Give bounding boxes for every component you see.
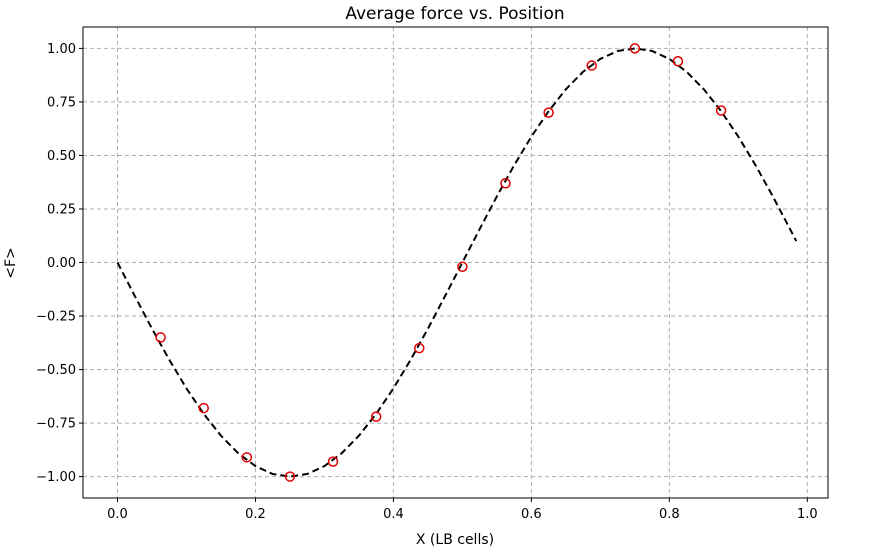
data-point-marker (543, 107, 554, 118)
x-tick-label: 0.2 (245, 507, 266, 522)
y-tick-label: 1.00 (47, 42, 76, 57)
data-point-marker (241, 452, 253, 463)
data-point-marker (327, 456, 339, 467)
data-series (116, 43, 798, 482)
x-tick-label: 0.6 (521, 507, 542, 522)
y-tick-label: −1.00 (36, 470, 76, 485)
y-tick-label: 0.25 (47, 202, 76, 217)
plot-frame (82, 26, 829, 499)
x-tick-label: 0.4 (383, 507, 404, 522)
data-point-marker (500, 178, 511, 189)
data-point-marker (672, 56, 684, 67)
x-axis-label: X (LB cells) (416, 532, 494, 548)
x-tick-label: 0.8 (659, 507, 680, 522)
y-tick-label: 0.00 (47, 256, 76, 271)
data-point-marker (370, 411, 382, 422)
axis-ticks: 0.0 0.2 0.4 0.6 0.8 1.0 −1.00 −0.75 −0.50 −0.25 0.… (36, 42, 817, 522)
data-point-marker (715, 105, 727, 116)
y-tick-label: 0.75 (47, 95, 76, 110)
x-tick-label: 1.0 (797, 507, 818, 522)
x-tick-label: 0.0 (107, 507, 128, 522)
data-point-marker (586, 60, 597, 71)
data-point-marker (284, 471, 296, 482)
chart-title: Average force vs. Position (345, 4, 564, 24)
y-tick-label: −0.75 (36, 417, 76, 432)
y-axis-label: <F> (3, 247, 19, 279)
data-point-marker (198, 402, 209, 414)
y-tick-label: 0.50 (47, 149, 76, 164)
y-tick-label: −0.25 (36, 310, 76, 325)
grid-lines (83, 27, 828, 498)
data-point-marker (629, 43, 641, 54)
data-point-marker (457, 261, 468, 273)
y-tick-label: −0.50 (36, 363, 76, 378)
data-point-marker (414, 342, 425, 354)
data-point-marker (155, 332, 166, 343)
